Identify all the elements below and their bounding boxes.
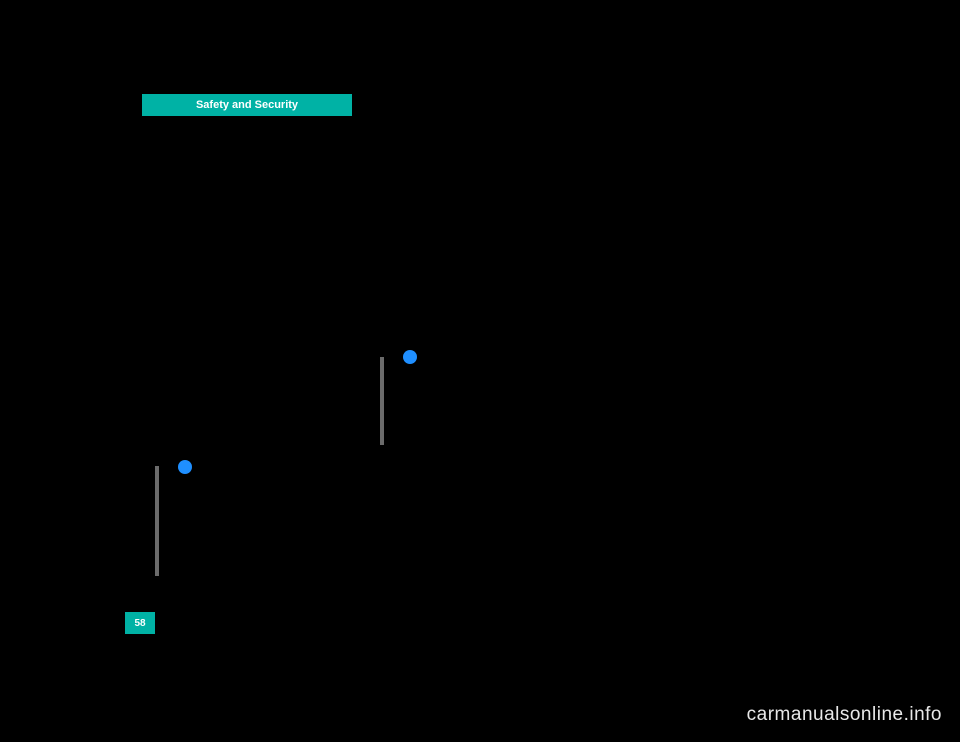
manual-page: Safety and Security 58 carmanualsonline.…	[0, 0, 960, 742]
section-title: Safety and Security	[196, 99, 298, 111]
page-number: 58	[125, 612, 155, 634]
section-tab: Safety and Security	[142, 94, 352, 116]
sidebar-marker-1	[155, 466, 159, 576]
info-icon	[403, 350, 417, 364]
watermark-text: carmanualsonline.info	[747, 704, 942, 725]
watermark: carmanualsonline.info	[747, 704, 942, 726]
sidebar-marker-2	[380, 357, 384, 445]
page-number-text: 58	[134, 618, 145, 629]
info-icon	[178, 460, 192, 474]
